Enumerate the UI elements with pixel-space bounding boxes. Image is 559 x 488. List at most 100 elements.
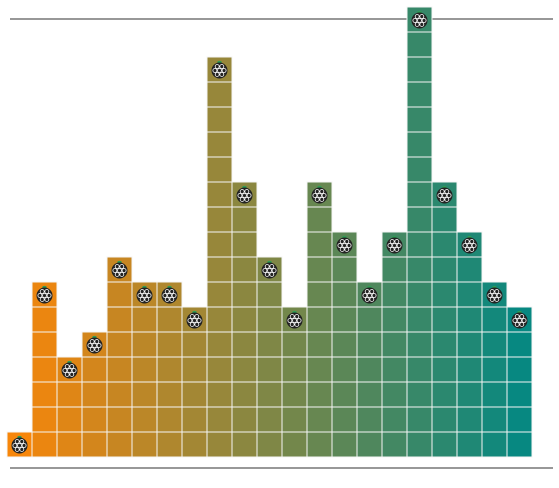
bar-cell: [181, 431, 208, 458]
bar-cell: [81, 356, 108, 383]
bar-cell: [106, 381, 133, 408]
bar-7: [156, 281, 183, 458]
bar-cell: [356, 331, 383, 358]
bar-cell: [306, 231, 333, 258]
bar-cell: [256, 281, 283, 308]
bar-cell: [31, 406, 58, 433]
bar-cell: [306, 356, 333, 383]
bar-cell: [481, 431, 508, 458]
bar-cell: [281, 381, 308, 408]
turtle-icon: [336, 235, 353, 254]
bar-cell: [256, 306, 283, 333]
bar-cell: [281, 331, 308, 358]
bar-12: [281, 306, 308, 458]
turtle-icon: [61, 360, 78, 379]
bar-cell: [131, 306, 158, 333]
bar-cell: [481, 306, 508, 333]
bar-cell: [206, 156, 233, 183]
markers-group: [11, 10, 528, 454]
bar-cell: [356, 381, 383, 408]
bar-14: [331, 231, 358, 458]
bar-16: [381, 231, 408, 458]
bar-cell: [156, 306, 183, 333]
bar-cell: [306, 306, 333, 333]
bar-cell: [306, 331, 333, 358]
bar-cell: [306, 381, 333, 408]
turtle-icon: [436, 185, 453, 204]
bar-cell: [81, 406, 108, 433]
turtle-icon: [461, 235, 478, 254]
bar-cell: [206, 256, 233, 283]
bar-cell: [206, 406, 233, 433]
bar-cell: [106, 431, 133, 458]
bar-9: [206, 56, 233, 458]
turtle-icon: [136, 285, 153, 304]
bar-cell: [231, 231, 258, 258]
bar-cell: [381, 256, 408, 283]
bar-19: [456, 231, 483, 458]
bar-cell: [206, 356, 233, 383]
bar-cell: [31, 356, 58, 383]
bar-cell: [306, 431, 333, 458]
bar-cell: [206, 331, 233, 358]
bar-cell: [81, 431, 108, 458]
bar-4: [81, 331, 108, 458]
bar-cell: [406, 256, 433, 283]
bar-cell: [231, 381, 258, 408]
bar-cell: [56, 381, 83, 408]
bar-cell: [156, 331, 183, 358]
bar-cell: [156, 406, 183, 433]
bar-cell: [356, 356, 383, 383]
bar-cell: [206, 206, 233, 233]
bar-cell: [431, 381, 458, 408]
turtle-icon: [486, 285, 503, 304]
bar-cell: [431, 206, 458, 233]
bar-cell: [406, 81, 433, 108]
bar-cell: [231, 431, 258, 458]
bar-cell: [456, 406, 483, 433]
bar-cell: [406, 281, 433, 308]
bar-cell: [156, 356, 183, 383]
bar-cell: [256, 431, 283, 458]
bar-cell: [106, 281, 133, 308]
bar-cell: [331, 331, 358, 358]
turtle-icon: [86, 335, 103, 354]
bar-cell: [106, 356, 133, 383]
bar-cell: [431, 281, 458, 308]
bar-cell: [206, 381, 233, 408]
bar-cell: [456, 381, 483, 408]
bar-6: [131, 281, 158, 458]
bars-group: [6, 6, 533, 458]
bar-cell: [331, 256, 358, 283]
bar-2: [31, 281, 58, 458]
bar-cell: [381, 431, 408, 458]
bar-cell: [206, 306, 233, 333]
bar-cell: [206, 81, 233, 108]
bar-cell: [56, 406, 83, 433]
bar-cell: [256, 381, 283, 408]
turtle-icon: [361, 285, 378, 304]
bar-cell: [356, 406, 383, 433]
bar-cell: [256, 406, 283, 433]
bar-cell: [106, 331, 133, 358]
bar-cell: [381, 306, 408, 333]
bar-cell: [56, 431, 83, 458]
bar-cell: [181, 356, 208, 383]
bar-cell: [381, 281, 408, 308]
bar-cell: [406, 106, 433, 133]
bar-cell: [131, 406, 158, 433]
bar-cell: [281, 431, 308, 458]
bar-cell: [356, 431, 383, 458]
bar-cell: [206, 106, 233, 133]
bar-cell: [281, 356, 308, 383]
bar-cell: [106, 306, 133, 333]
turtle-icon: [511, 310, 528, 329]
bar-cell: [381, 331, 408, 358]
bar-cell: [406, 31, 433, 58]
bar-cell: [406, 181, 433, 208]
bar-cell: [506, 331, 533, 358]
bar-cell: [406, 131, 433, 158]
bar-cell: [481, 356, 508, 383]
bar-cell: [256, 331, 283, 358]
